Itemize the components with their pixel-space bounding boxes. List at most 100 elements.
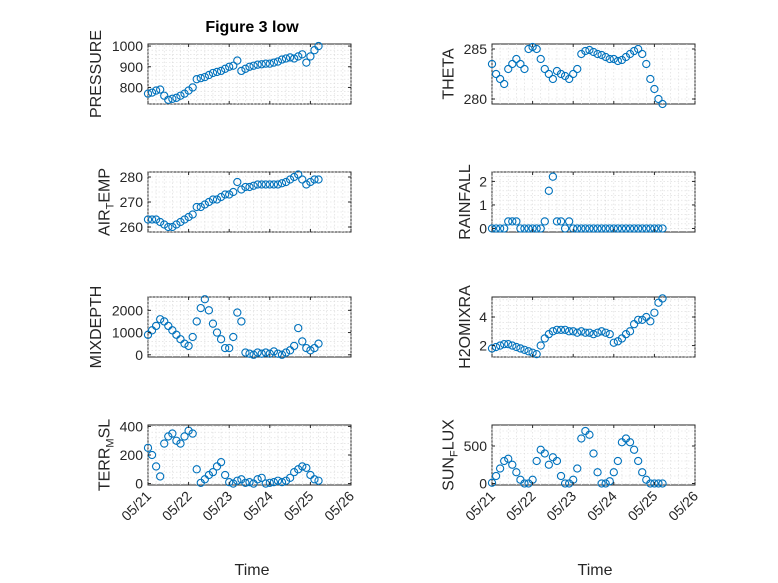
data-point: [176, 439, 185, 448]
data-point: [212, 195, 222, 204]
data-point: [516, 224, 525, 233]
data-point: [245, 477, 254, 487]
subplot-rainfall: 0 1 2 RAINFALL: [457, 164, 696, 240]
data-point: [650, 84, 659, 94]
data-point: [277, 477, 287, 487]
data-point: [638, 468, 647, 477]
y-axis-label-main: TERR: [96, 448, 113, 492]
data-point: [634, 224, 643, 233]
y-tick-label: 0: [135, 476, 143, 492]
data-point: [593, 468, 602, 477]
data-point: [601, 224, 610, 233]
subplot-theta: 280 285 THETA: [440, 41, 696, 109]
data-point: [302, 58, 311, 67]
data-point: [188, 210, 197, 219]
subplot-pressure: 800 900 1000 PRESSURE: [88, 30, 352, 118]
data-point: [180, 215, 189, 224]
data-point: [273, 57, 283, 66]
data-point: [532, 456, 541, 466]
data-point: [151, 215, 161, 224]
data-point: [491, 69, 501, 79]
data-point: [573, 224, 582, 233]
data-point: [241, 478, 250, 488]
data-point: [585, 45, 594, 55]
y-axis-label-subscript: T: [104, 202, 116, 209]
data-point: [487, 59, 497, 69]
y-axis-label: SUNFLUX: [440, 419, 460, 491]
data-point: [249, 350, 258, 359]
data-point: [281, 177, 291, 187]
data-point: [265, 349, 274, 358]
data-point: [298, 462, 307, 471]
data-point: [629, 445, 639, 454]
data-point: [216, 457, 226, 467]
data-point: [269, 180, 279, 189]
y-tick-label: 280: [464, 91, 488, 107]
data-point: [257, 60, 266, 69]
y-axis-label-main: SUN: [440, 457, 457, 491]
data-point: [168, 429, 177, 438]
data-point: [605, 329, 614, 339]
data-point: [241, 348, 250, 357]
data-point: [180, 339, 189, 348]
data-point: [225, 477, 234, 487]
data-point: [196, 202, 205, 212]
data-point: [532, 44, 541, 54]
data-point: [634, 315, 643, 325]
data-point: [516, 344, 525, 353]
data-point: [196, 303, 205, 313]
data-point: [285, 473, 295, 483]
data-point: [609, 468, 618, 477]
data-point: [204, 306, 214, 315]
y-tick-label: 0: [135, 347, 143, 363]
data-point: [147, 88, 157, 97]
data-point: [597, 327, 606, 336]
data-point: [544, 69, 553, 79]
data-point: [552, 325, 562, 335]
y-axis-label: TERRMSL: [96, 419, 116, 491]
data-point: [216, 66, 226, 76]
data-point: [625, 327, 635, 336]
data-point: [184, 341, 193, 351]
data-point: [504, 64, 513, 74]
data-point: [253, 348, 262, 357]
y-axis-label-subscript: F: [448, 450, 460, 457]
data-point: [540, 64, 549, 74]
data-point: [564, 217, 574, 226]
data-point: [573, 464, 582, 473]
data-point: [168, 94, 177, 103]
y-axis-label-tail: EMP: [96, 168, 113, 203]
data-point: [569, 327, 578, 336]
data-point: [212, 67, 222, 77]
data-point: [212, 328, 222, 337]
data-point: [143, 89, 153, 98]
data-point: [638, 224, 647, 233]
data-point: [143, 215, 153, 224]
data-point: [625, 224, 635, 233]
data-point: [495, 224, 505, 233]
data-point: [585, 224, 594, 233]
y-tick-label: 4: [479, 309, 487, 325]
data-point: [160, 220, 169, 229]
data-point: [306, 346, 315, 355]
data-point: [524, 224, 533, 233]
data-point: [249, 181, 258, 190]
data-point: [200, 200, 209, 209]
data-point: [265, 59, 274, 68]
data-point: [629, 224, 639, 233]
data-point: [233, 308, 242, 317]
data-point: [253, 180, 262, 189]
y-axis-label: H2OMIXRA: [457, 285, 474, 369]
data-point: [589, 224, 598, 233]
data-point: [285, 175, 295, 184]
y-tick-label: 0: [479, 476, 487, 492]
data-point: [245, 182, 254, 192]
data-point: [564, 327, 574, 336]
data-point: [253, 60, 262, 69]
data-point: [257, 180, 266, 189]
data-point: [180, 432, 189, 441]
data-point: [216, 192, 226, 202]
data-point: [536, 54, 545, 64]
data-point: [225, 343, 234, 353]
